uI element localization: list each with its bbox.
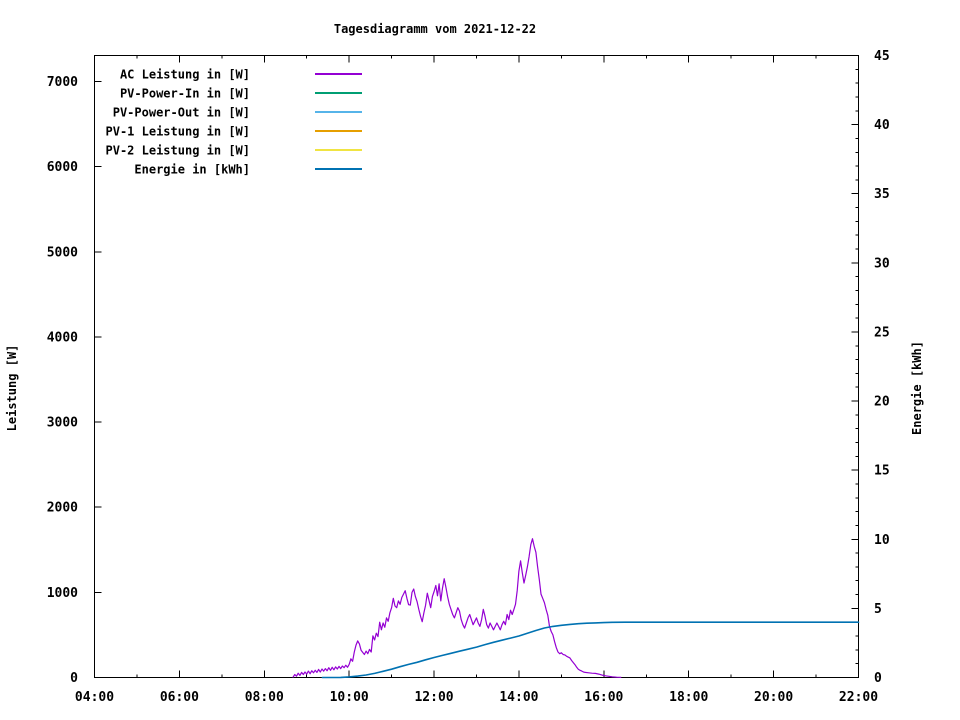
x-tick-label: 10:00 [330, 690, 369, 705]
x-tick-label: 06:00 [160, 690, 199, 705]
right-tick-label: 10 [874, 533, 890, 548]
x-tick-label: 20:00 [754, 690, 793, 705]
left-tick-label: 0 [70, 671, 78, 686]
legend-label: PV-2 Leistung in [W] [106, 144, 251, 158]
legend-label: PV-1 Leistung in [W] [106, 125, 251, 139]
left-tick-label: 4000 [47, 330, 78, 345]
data-series [292, 538, 860, 679]
x-tick-label: 12:00 [414, 690, 453, 705]
left-tick-label: 1000 [47, 586, 78, 601]
right-tick-label: 30 [874, 256, 890, 271]
series-line [292, 538, 622, 679]
x-tick-labels: 04:00 06:00 08:00 10:00 12:00 14:00 16:00 18:00… [75, 690, 878, 705]
series-line [321, 621, 860, 679]
legend-label: PV-Power-In in [W] [120, 87, 250, 101]
left-axis-label: Leistung [W] [5, 345, 19, 432]
right-tick-label: 25 [874, 325, 890, 340]
left-tick-label: 5000 [47, 245, 78, 260]
right-tick-label: 40 [874, 118, 890, 133]
right-tick-label: 20 [874, 395, 890, 410]
right-tick-label: 0 [874, 671, 882, 686]
x-tick-label: 22:00 [839, 690, 878, 705]
x-tick-label: 14:00 [499, 690, 538, 705]
right-tick-label: 5 [874, 602, 882, 617]
left-tick-label: 7000 [47, 75, 78, 90]
legend: AC Leistung in [W] PV-Power-In in [W] PV-P… [106, 68, 362, 177]
x-tick-label: 08:00 [245, 690, 284, 705]
legend-label: PV-Power-Out in [W] [113, 106, 250, 120]
chart-title: Tagesdiagramm vom 2021-12-22 [334, 22, 536, 36]
x-tick-label: 04:00 [75, 690, 114, 705]
left-tick-label: 6000 [47, 160, 78, 175]
right-tick-label: 45 [874, 49, 890, 64]
left-tick-label: 3000 [47, 416, 78, 431]
x-tick-label: 18:00 [669, 690, 708, 705]
right-axis-label: Energie [kWh] [910, 341, 924, 435]
legend-label: Energie in [kWh] [134, 163, 250, 177]
left-tick-label: 2000 [47, 501, 78, 516]
right-tick-label: 15 [874, 464, 890, 479]
axis-ticks [94, 55, 859, 678]
x-tick-label: 16:00 [584, 690, 623, 705]
legend-label: AC Leistung in [W] [120, 68, 250, 82]
right-tick-label: 35 [874, 187, 890, 202]
right-tick-labels: 0 5 10 15 20 25 30 35 40 45 [874, 49, 890, 686]
left-tick-labels: 0 1000 2000 3000 4000 5000 6000 7000 [47, 75, 78, 686]
